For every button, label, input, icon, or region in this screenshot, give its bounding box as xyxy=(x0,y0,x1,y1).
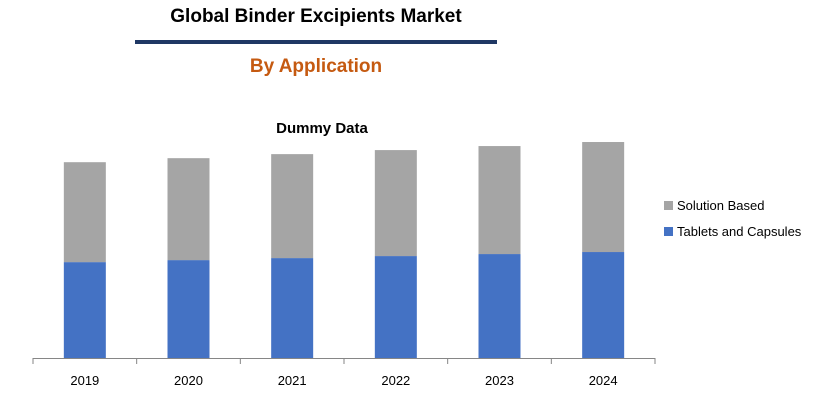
legend-swatch-tablets-and-capsules xyxy=(664,227,673,236)
bar-solution-based-2020 xyxy=(167,158,210,261)
report-subtitle: By Application xyxy=(249,56,383,77)
legend-swatch-solution-based xyxy=(664,201,673,210)
bar-solution-based-2022 xyxy=(374,150,417,257)
x-tick-label-2023: 2023 xyxy=(485,373,514,388)
bar-tablets-and-capsules-2022 xyxy=(374,256,417,358)
bar-tablets-and-capsules-2020 xyxy=(167,260,210,358)
legend: Solution Based Tablets and Capsules xyxy=(664,198,802,239)
title-underline xyxy=(135,40,497,44)
x-tick-label-2024: 2024 xyxy=(589,373,618,388)
bar-solution-based-2019 xyxy=(63,162,106,263)
bar-solution-based-2024 xyxy=(582,142,625,253)
bar-solution-based-2021 xyxy=(271,154,314,259)
x-tick-label-2022: 2022 xyxy=(381,373,410,388)
x-tick-label-2021: 2021 xyxy=(278,373,307,388)
legend-label-solution-based: Solution Based xyxy=(677,198,764,213)
bar-tablets-and-capsules-2021 xyxy=(271,258,314,358)
bar-tablets-and-capsules-2024 xyxy=(582,252,625,358)
bar-tablets-and-capsules-2019 xyxy=(63,262,106,358)
x-tick-label-2019: 2019 xyxy=(70,373,99,388)
x-axis: 2019 2020 2021 2022 2023 2024 xyxy=(32,358,656,388)
bar-solution-based-2023 xyxy=(478,146,521,255)
report-title: Global Binder Excipients Market xyxy=(170,6,462,27)
x-tick-label-2020: 2020 xyxy=(174,373,203,388)
bar-tablets-and-capsules-2023 xyxy=(478,254,521,358)
legend-label-tablets-and-capsules: Tablets and Capsules xyxy=(677,224,802,239)
bar-group xyxy=(63,142,625,358)
chart-title: Dummy Data xyxy=(276,120,368,137)
